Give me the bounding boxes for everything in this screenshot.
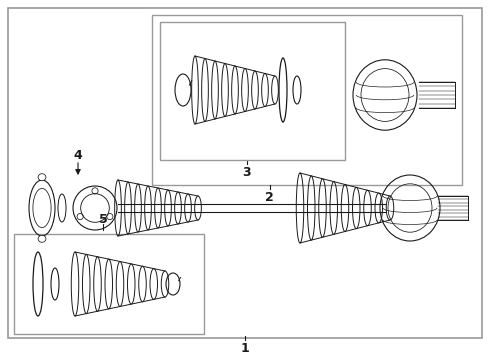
Bar [160, 22, 345, 160]
Bar [14, 234, 204, 334]
Ellipse shape [38, 174, 46, 181]
Ellipse shape [38, 235, 46, 242]
Text: 5: 5 [99, 212, 108, 225]
Text: 4: 4 [74, 149, 82, 162]
Text: 2: 2 [266, 190, 274, 203]
Bar [152, 15, 462, 185]
Text: 3: 3 [243, 166, 251, 179]
Text: 1: 1 [241, 342, 249, 356]
